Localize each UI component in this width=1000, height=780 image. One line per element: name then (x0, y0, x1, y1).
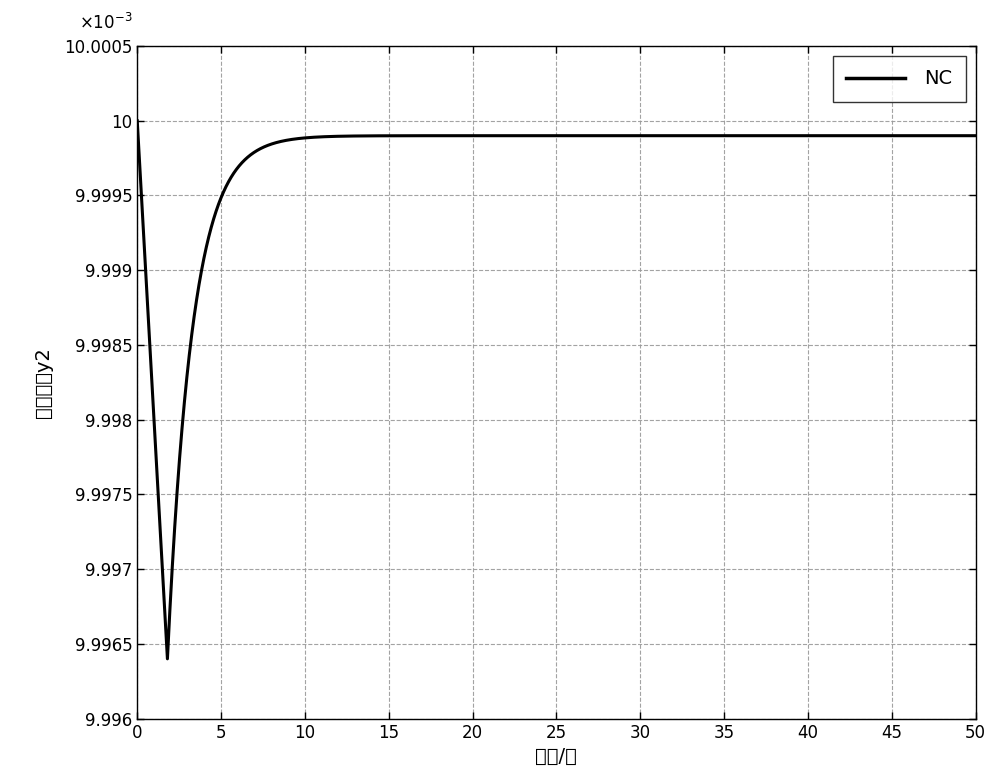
NC (970, 131, 982, 140)
Line: NC: NC (137, 121, 976, 659)
NC (541, 131, 553, 140)
Y-axis label: 状态轨迹y2: 状态轨迹y2 (34, 347, 53, 418)
NC (161, 654, 173, 664)
NC (166, 566, 178, 576)
NC (181, 367, 193, 376)
Legend: NC: NC (833, 55, 966, 102)
NC (296, 133, 308, 143)
NC (925, 131, 937, 140)
Text: $\times\mathregular{10^{-3}}$: $\times\mathregular{10^{-3}}$ (79, 12, 132, 33)
X-axis label: 时间/秒: 时间/秒 (535, 747, 577, 766)
NC (135, 183, 147, 193)
NC (131, 116, 143, 126)
